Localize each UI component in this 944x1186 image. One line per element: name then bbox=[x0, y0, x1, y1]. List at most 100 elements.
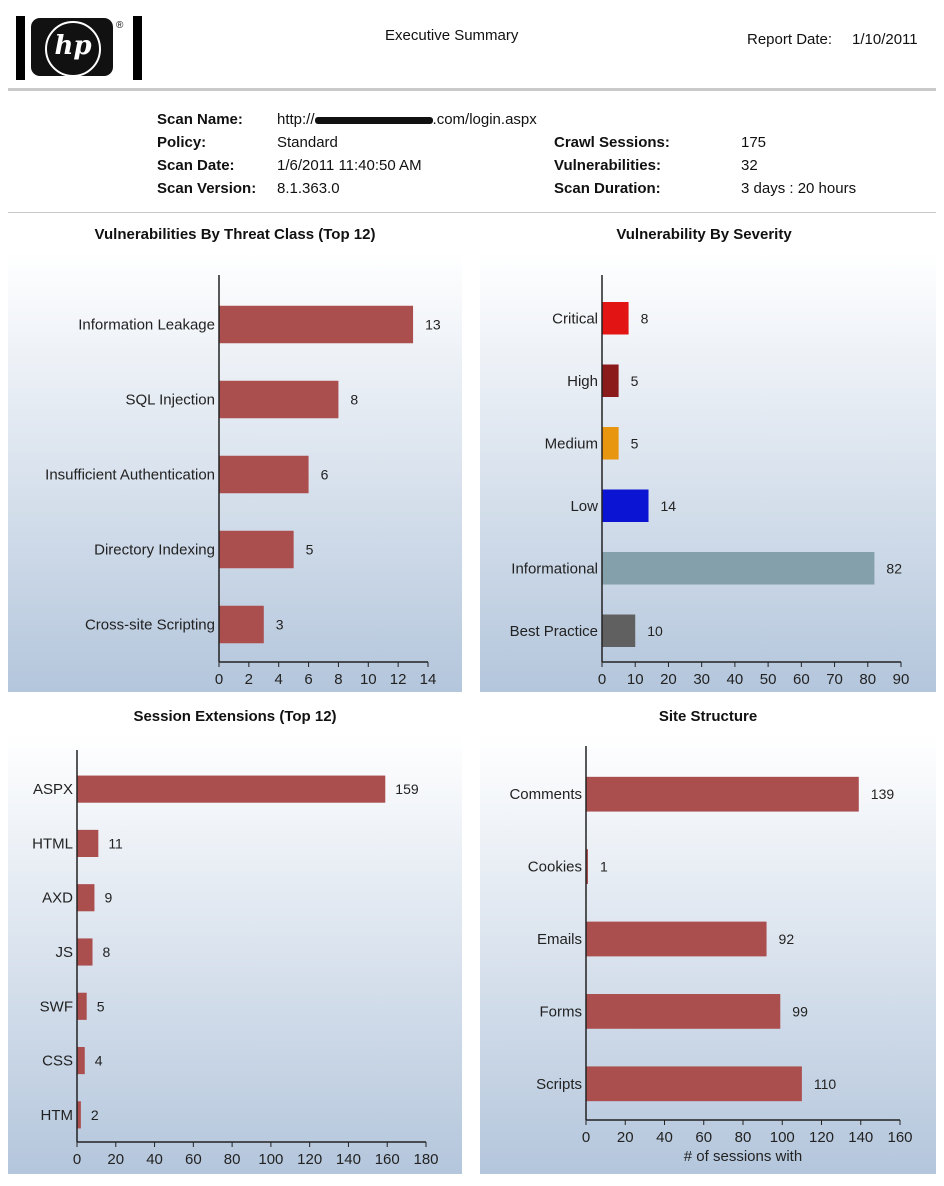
crawl-sessions-label: Crawl Sessions: bbox=[554, 134, 670, 151]
bar bbox=[586, 994, 781, 1029]
scan-name-value: http:// .com/login.aspx bbox=[277, 111, 537, 128]
bar bbox=[77, 992, 87, 1020]
scan-version-label: Scan Version: bbox=[157, 180, 257, 197]
scan-date-label: Scan Date: bbox=[157, 157, 235, 174]
x-tick-label: 0 bbox=[215, 671, 223, 688]
bar bbox=[602, 427, 619, 460]
x-tick-label: 140 bbox=[848, 1129, 873, 1146]
x-tick-label: 100 bbox=[770, 1129, 795, 1146]
chart-title-site-structure: Site Structure bbox=[658, 708, 758, 725]
threat-class-chart: Information Leakage 13 SQL Injection 8 Insuf… bbox=[8, 252, 462, 692]
category-label: HTML bbox=[32, 835, 73, 852]
bar bbox=[77, 829, 99, 857]
site-structure-chart: Comments 139 Cookies 1 Emails 92 Forms 99 Script… bbox=[480, 734, 936, 1174]
x-tick-label: 2 bbox=[245, 671, 253, 688]
chart-background bbox=[480, 252, 936, 692]
scan-version-value: 8.1.363.0 bbox=[277, 180, 340, 197]
x-tick-label: 60 bbox=[793, 671, 810, 688]
scan-name-suffix: .com/login.aspx bbox=[432, 111, 537, 128]
category-label: JS bbox=[55, 944, 73, 961]
bar bbox=[586, 776, 859, 812]
x-tick-label: 0 bbox=[582, 1129, 590, 1146]
x-tick-label: 20 bbox=[107, 1151, 124, 1168]
bar bbox=[219, 605, 264, 644]
data-label: 3 bbox=[276, 617, 284, 633]
category-label: HTM bbox=[41, 1107, 74, 1124]
data-label: 1 bbox=[600, 859, 608, 875]
x-tick-label: 14 bbox=[420, 671, 437, 688]
chart-title-session-extensions: Session Extensions (Top 12) bbox=[133, 708, 337, 725]
x-tick-label: 120 bbox=[297, 1151, 322, 1168]
x-tick-label: 4 bbox=[275, 671, 283, 688]
category-label: Information Leakage bbox=[78, 317, 215, 334]
data-label: 9 bbox=[104, 890, 112, 906]
scan-duration-value: 3 days : 20 hours bbox=[741, 180, 857, 197]
x-tick-label: 20 bbox=[660, 671, 677, 688]
logo-text: hp bbox=[54, 31, 92, 61]
x-tick-label: 8 bbox=[334, 671, 342, 688]
data-label: 6 bbox=[321, 467, 329, 483]
crawl-sessions-value: 175 bbox=[741, 134, 767, 151]
vulnerabilities-label: Vulnerabilities: bbox=[554, 157, 661, 174]
data-label: 10 bbox=[647, 623, 663, 639]
logo-circle: hp bbox=[45, 21, 101, 77]
category-label: Emails bbox=[537, 931, 582, 948]
data-label: 14 bbox=[661, 498, 677, 514]
bar bbox=[602, 364, 619, 397]
data-label: 5 bbox=[97, 998, 105, 1014]
x-tick-label: 50 bbox=[760, 671, 777, 688]
vulnerabilities-value: 32 bbox=[741, 157, 758, 174]
x-tick-label: 10 bbox=[360, 671, 377, 688]
x-tick-label: 20 bbox=[617, 1129, 634, 1146]
x-tick-label: 140 bbox=[336, 1151, 361, 1168]
category-label: Scripts bbox=[536, 1076, 582, 1093]
x-tick-label: 0 bbox=[73, 1151, 81, 1168]
x-tick-label: 60 bbox=[185, 1151, 202, 1168]
data-label: 8 bbox=[103, 944, 111, 960]
x-tick-label: 160 bbox=[375, 1151, 400, 1168]
data-label: 5 bbox=[631, 435, 639, 451]
data-label: 5 bbox=[306, 542, 314, 558]
x-tick-label: 40 bbox=[656, 1129, 673, 1146]
data-label: 139 bbox=[871, 786, 895, 802]
header-divider bbox=[8, 88, 936, 91]
category-label: High bbox=[567, 373, 598, 390]
bar bbox=[219, 530, 294, 569]
report-title: Executive Summary bbox=[385, 27, 519, 44]
bar bbox=[602, 302, 629, 335]
bar bbox=[219, 380, 339, 419]
logo-bar-right bbox=[133, 16, 142, 80]
info-divider bbox=[8, 212, 936, 213]
data-label: 8 bbox=[350, 392, 358, 408]
category-label: Critical bbox=[552, 310, 598, 327]
x-tick-label: 160 bbox=[887, 1129, 912, 1146]
report-date: 1/10/2011 bbox=[852, 31, 918, 48]
bar bbox=[77, 1101, 81, 1129]
scan-name-label: Scan Name: bbox=[157, 111, 243, 128]
x-tick-label: 80 bbox=[859, 671, 876, 688]
bar bbox=[77, 1047, 85, 1075]
category-label: SQL Injection bbox=[126, 392, 216, 409]
scan-date-value: 1/6/2011 11:40:50 AM bbox=[277, 157, 422, 174]
category-label: Comments bbox=[509, 786, 582, 803]
data-label: 11 bbox=[108, 835, 123, 851]
data-label: 92 bbox=[779, 931, 795, 947]
category-label: Low bbox=[570, 498, 598, 515]
category-label: Medium bbox=[545, 435, 598, 452]
category-label: Insufficient Authentication bbox=[45, 467, 215, 484]
category-label: Forms bbox=[540, 1003, 583, 1020]
data-label: 8 bbox=[641, 310, 649, 326]
data-label: 4 bbox=[95, 1053, 103, 1069]
scan-name-prefix: http:// bbox=[277, 111, 315, 128]
category-label: Cross-site Scripting bbox=[85, 617, 215, 634]
category-label: SWF bbox=[40, 998, 73, 1015]
x-tick-label: 0 bbox=[598, 671, 606, 688]
bar bbox=[586, 921, 767, 957]
logo-bar-left bbox=[16, 16, 25, 80]
data-label: 2 bbox=[91, 1107, 99, 1123]
category-label: Cookies bbox=[528, 859, 582, 876]
chart-title-threat-class: Vulnerabilities By Threat Class (Top 12) bbox=[94, 226, 376, 243]
bar bbox=[602, 489, 649, 522]
policy-value: Standard bbox=[277, 134, 338, 151]
x-axis-label: # of sessions with bbox=[684, 1148, 802, 1165]
